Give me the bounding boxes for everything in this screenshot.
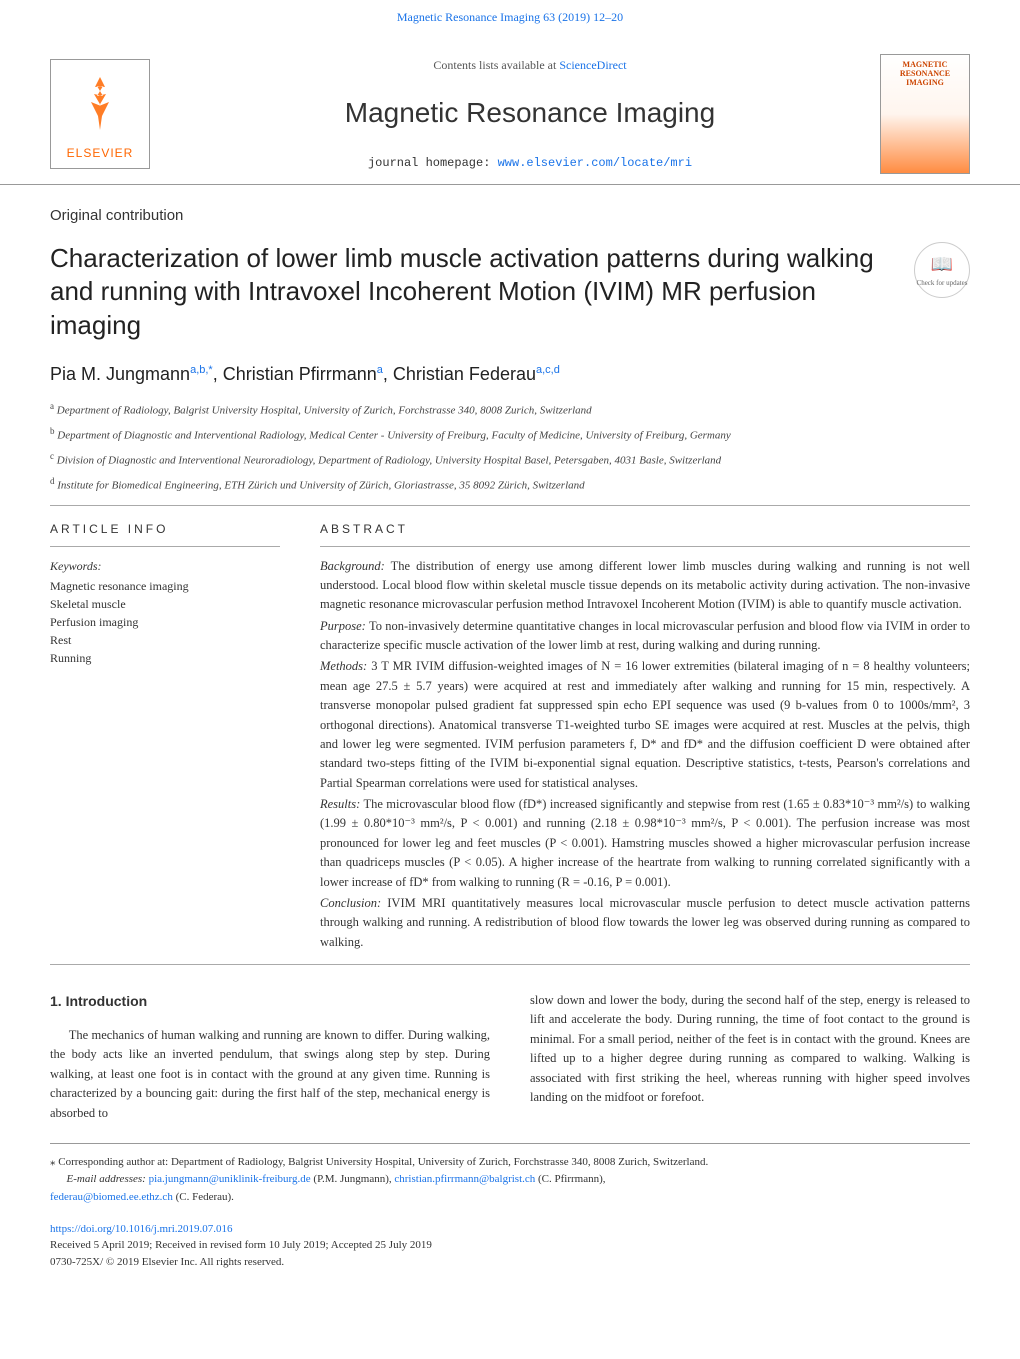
- intro-text-1: The mechanics of human walking and runni…: [50, 1026, 490, 1123]
- keywords-list: Magnetic resonance imagingSkeletal muscl…: [50, 577, 280, 667]
- keywords-label: Keywords:: [50, 557, 280, 575]
- purpose-label: Purpose:: [320, 619, 366, 633]
- email-label: E-mail addresses:: [67, 1173, 149, 1185]
- abstract-heading: ABSTRACT: [320, 520, 970, 538]
- received-line: Received 5 April 2019; Received in revis…: [50, 1237, 970, 1254]
- methods-label: Methods:: [320, 659, 367, 673]
- email-2-name: (C. Pfirrmann),: [535, 1173, 605, 1185]
- affiliation: b Department of Diagnostic and Intervent…: [50, 425, 970, 444]
- affiliation: a Department of Radiology, Balgrist Univ…: [50, 400, 970, 419]
- authors: Pia M. Jungmanna,b,*, Christian Pfirrman…: [50, 361, 970, 388]
- title-row: Characterization of lower limb muscle ac…: [50, 242, 970, 361]
- conclusion-label: Conclusion:: [320, 896, 381, 910]
- citation-header-link[interactable]: Magnetic Resonance Imaging 63 (2019) 12–…: [397, 10, 623, 24]
- publisher-logo: ELSEVIER: [50, 59, 150, 169]
- contents-prefix: Contents lists available at: [433, 58, 559, 72]
- doi-link[interactable]: https://doi.org/10.1016/j.mri.2019.07.01…: [50, 1223, 233, 1235]
- keyword-item: Magnetic resonance imaging: [50, 577, 280, 595]
- journal-header: ELSEVIER Contents lists available at Sci…: [0, 34, 1020, 185]
- publisher-logo-text: ELSEVIER: [67, 144, 134, 162]
- results-text: The microvascular blood flow (fD*) incre…: [320, 797, 970, 889]
- contents-line: Contents lists available at ScienceDirec…: [180, 56, 880, 74]
- keyword-item: Skeletal muscle: [50, 595, 280, 613]
- article-type: Original contribution: [50, 205, 970, 228]
- email-line: E-mail addresses: pia.jungmann@uniklinik…: [50, 1171, 970, 1189]
- intro-heading: 1. Introduction: [50, 991, 490, 1012]
- article-info: ARTICLE INFO Keywords: Magnetic resonanc…: [50, 520, 280, 955]
- keyword-item: Running: [50, 649, 280, 667]
- methods-text: 3 T MR IVIM diffusion-weighted images of…: [320, 659, 970, 789]
- journal-name: Magnetic Resonance Imaging: [180, 92, 880, 134]
- abstract-body: Background: The distribution of energy u…: [320, 557, 970, 953]
- check-updates-badge[interactable]: Check for updates: [914, 242, 970, 298]
- homepage-link[interactable]: www.elsevier.com/locate/mri: [498, 156, 692, 170]
- intro-text-2: slow down and lower the body, during the…: [530, 991, 970, 1107]
- email-2[interactable]: christian.pfirrmann@balgrist.ch: [394, 1173, 535, 1185]
- article-content: Original contribution Characterization o…: [0, 185, 1020, 1300]
- affiliations: a Department of Radiology, Balgrist Univ…: [50, 400, 970, 495]
- email-1-name: (P.M. Jungmann),: [311, 1173, 395, 1185]
- journal-cover-thumbnail: MAGNETIC RESONANCE IMAGING: [880, 54, 970, 174]
- doi-block: https://doi.org/10.1016/j.mri.2019.07.01…: [50, 1221, 970, 1271]
- email-line-2: federau@biomed.ee.ethz.ch (C. Federau).: [50, 1189, 970, 1207]
- homepage-line: journal homepage: www.elsevier.com/locat…: [180, 154, 880, 172]
- keyword-item: Perfusion imaging: [50, 613, 280, 631]
- divider: [50, 505, 970, 506]
- affiliation: c Division of Diagnostic and Interventio…: [50, 450, 970, 469]
- intro-row: 1. Introduction The mechanics of human w…: [50, 991, 970, 1123]
- affiliation: d Institute for Biomedical Engineering, …: [50, 475, 970, 494]
- divider-2: [50, 964, 970, 965]
- background-text: The distribution of energy use among dif…: [320, 559, 970, 612]
- info-abstract-row: ARTICLE INFO Keywords: Magnetic resonanc…: [50, 520, 970, 955]
- article-title: Characterization of lower limb muscle ac…: [50, 242, 894, 343]
- email-3-name: (C. Federau).: [173, 1191, 234, 1203]
- issn-copyright: 0730-725X/ © 2019 Elsevier Inc. All righ…: [50, 1254, 970, 1271]
- results-label: Results:: [320, 797, 360, 811]
- corresponding-author: ⁎ Corresponding author at: Department of…: [50, 1154, 970, 1172]
- info-divider: [50, 546, 280, 547]
- updates-badge-text: Check for updates: [917, 278, 968, 289]
- email-3[interactable]: federau@biomed.ee.ethz.ch: [50, 1191, 173, 1203]
- purpose-text: To non-invasively determine quantitative…: [320, 619, 970, 652]
- email-1[interactable]: pia.jungmann@uniklinik-freiburg.de: [149, 1173, 311, 1185]
- intro-col-right: slow down and lower the body, during the…: [530, 991, 970, 1123]
- sciencedirect-link[interactable]: ScienceDirect: [559, 58, 626, 72]
- citation-header: Magnetic Resonance Imaging 63 (2019) 12–…: [0, 0, 1020, 34]
- footnotes: ⁎ Corresponding author at: Department of…: [50, 1143, 970, 1207]
- cover-thumb-title: MAGNETIC RESONANCE IMAGING: [887, 61, 963, 87]
- conclusion-text: IVIM MRI quantitatively measures local m…: [320, 896, 970, 949]
- abstract: ABSTRACT Background: The distribution of…: [320, 520, 970, 955]
- intro-col-left: 1. Introduction The mechanics of human w…: [50, 991, 490, 1123]
- abstract-divider: [320, 546, 970, 547]
- elsevier-tree-icon: [75, 72, 125, 140]
- article-info-heading: ARTICLE INFO: [50, 520, 280, 538]
- keyword-item: Rest: [50, 631, 280, 649]
- header-center: Contents lists available at ScienceDirec…: [180, 56, 880, 172]
- background-label: Background:: [320, 559, 385, 573]
- homepage-prefix: journal homepage:: [368, 156, 498, 170]
